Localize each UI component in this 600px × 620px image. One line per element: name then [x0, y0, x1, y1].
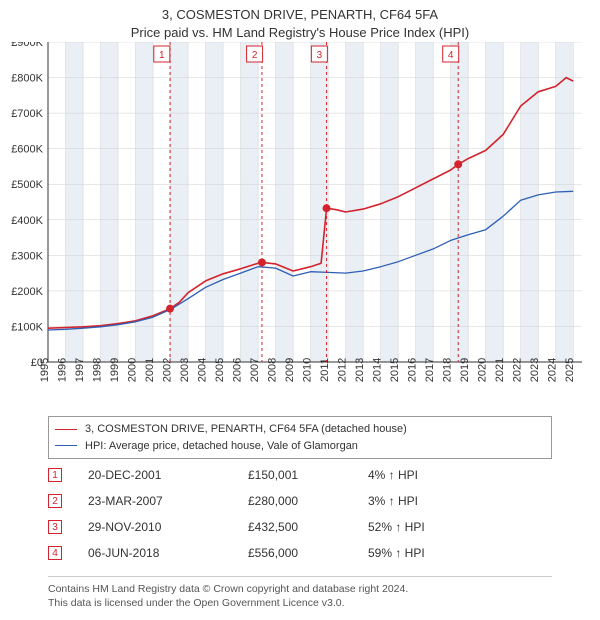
svg-text:2008: 2008	[267, 358, 279, 382]
footer-line1: Contains HM Land Registry data © Crown c…	[48, 582, 552, 596]
chart-titles: 3, COSMESTON DRIVE, PENARTH, CF64 5FA Pr…	[0, 0, 600, 41]
sale-price: £432,500	[248, 520, 368, 534]
svg-text:1996: 1996	[57, 358, 69, 382]
svg-text:2002: 2002	[162, 358, 174, 382]
svg-text:£900K: £900K	[11, 42, 43, 49]
svg-text:2015: 2015	[389, 358, 401, 382]
legend: 3, COSMESTON DRIVE, PENARTH, CF64 5FA (d…	[48, 416, 552, 459]
svg-text:2007: 2007	[249, 358, 261, 382]
sales-row: 2 23-MAR-2007£280,0003% ↑ HPI	[48, 488, 552, 514]
svg-text:4: 4	[448, 50, 454, 61]
svg-text:2: 2	[252, 50, 258, 61]
sale-diff: 4% ↑ HPI	[368, 468, 528, 482]
sales-table: 1 20-DEC-2001£150,0014% ↑ HPI 2 23-MAR-2007…	[48, 462, 552, 566]
sale-date: 20-DEC-2001	[88, 468, 248, 482]
footer-line2: This data is licensed under the Open Gov…	[48, 596, 552, 610]
svg-text:1: 1	[159, 50, 165, 61]
sales-row: 4 06-JUN-2018£556,00059% ↑ HPI	[48, 540, 552, 566]
title-address: 3, COSMESTON DRIVE, PENARTH, CF64 5FA	[0, 6, 600, 24]
svg-text:1995: 1995	[39, 358, 51, 382]
sale-price: £150,001	[248, 468, 368, 482]
price-index-chart-page: { "title": { "line1": "3, COSMESTON DRIV…	[0, 0, 600, 620]
svg-text:£300K: £300K	[11, 250, 43, 262]
sale-diff: 3% ↑ HPI	[368, 494, 528, 508]
legend-item-subject: 3, COSMESTON DRIVE, PENARTH, CF64 5FA (d…	[55, 421, 545, 438]
svg-text:1999: 1999	[109, 358, 121, 382]
sale-marker: 2	[48, 494, 62, 508]
svg-text:2012: 2012	[337, 358, 349, 382]
svg-text:2016: 2016	[407, 358, 419, 382]
footer: Contains HM Land Registry data © Crown c…	[48, 576, 552, 610]
svg-text:£800K: £800K	[11, 73, 43, 85]
svg-text:2005: 2005	[214, 358, 226, 382]
svg-text:2019: 2019	[459, 358, 471, 382]
chart-container: £0£100K£200K£300K£400K£500K£600K£700K£80…	[0, 42, 600, 410]
sales-row: 3 29-NOV-2010£432,50052% ↑ HPI	[48, 514, 552, 540]
svg-text:2024: 2024	[547, 358, 559, 382]
svg-text:2017: 2017	[424, 358, 436, 382]
svg-text:2022: 2022	[512, 358, 524, 382]
svg-text:2000: 2000	[127, 358, 139, 382]
svg-text:1997: 1997	[74, 358, 86, 382]
legend-swatch-subject	[55, 429, 77, 430]
svg-text:2010: 2010	[302, 358, 314, 382]
svg-text:£400K: £400K	[11, 215, 43, 227]
svg-text:2004: 2004	[197, 358, 209, 382]
sale-diff: 52% ↑ HPI	[368, 520, 528, 534]
svg-text:2003: 2003	[179, 358, 191, 382]
sale-diff: 59% ↑ HPI	[368, 546, 528, 560]
svg-text:2001: 2001	[144, 358, 156, 382]
sale-date: 23-MAR-2007	[88, 494, 248, 508]
legend-label-subject: 3, COSMESTON DRIVE, PENARTH, CF64 5FA (d…	[85, 421, 407, 438]
title-subtitle: Price paid vs. HM Land Registry's House …	[0, 24, 600, 42]
sales-row: 1 20-DEC-2001£150,0014% ↑ HPI	[48, 462, 552, 488]
svg-text:1998: 1998	[92, 358, 104, 382]
svg-text:2013: 2013	[354, 358, 366, 382]
sale-price: £280,000	[248, 494, 368, 508]
svg-text:2018: 2018	[442, 358, 454, 382]
legend-swatch-hpi	[55, 445, 77, 446]
sale-marker: 1	[48, 468, 62, 482]
sale-marker: 3	[48, 520, 62, 534]
svg-text:3: 3	[317, 50, 323, 61]
svg-text:2009: 2009	[284, 358, 296, 382]
svg-text:2020: 2020	[477, 358, 489, 382]
svg-text:2021: 2021	[494, 358, 506, 382]
svg-text:£200K: £200K	[11, 286, 43, 298]
sale-date: 06-JUN-2018	[88, 546, 248, 560]
svg-text:2006: 2006	[232, 358, 244, 382]
svg-text:2023: 2023	[529, 358, 541, 382]
svg-text:£100K: £100K	[11, 321, 43, 333]
svg-text:£700K: £700K	[11, 108, 43, 120]
sale-price: £556,000	[248, 546, 368, 560]
legend-label-hpi: HPI: Average price, detached house, Vale…	[85, 438, 358, 455]
sale-date: 29-NOV-2010	[88, 520, 248, 534]
legend-item-hpi: HPI: Average price, detached house, Vale…	[55, 438, 545, 455]
chart-svg: £0£100K£200K£300K£400K£500K£600K£700K£80…	[0, 42, 600, 410]
svg-text:£500K: £500K	[11, 179, 43, 191]
svg-text:2025: 2025	[564, 358, 576, 382]
svg-text:£600K: £600K	[11, 144, 43, 156]
sale-marker: 4	[48, 546, 62, 560]
svg-text:2014: 2014	[372, 358, 384, 382]
